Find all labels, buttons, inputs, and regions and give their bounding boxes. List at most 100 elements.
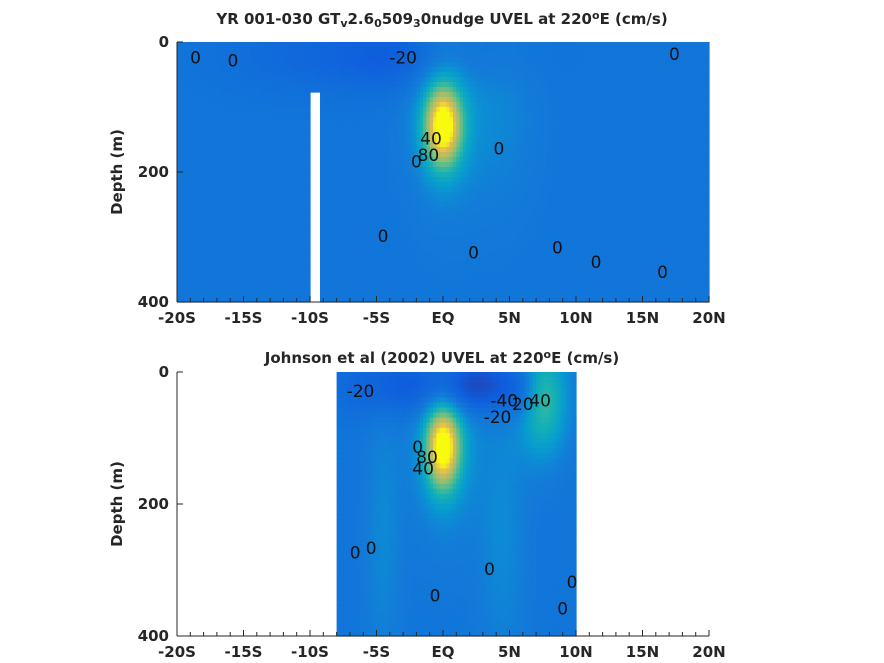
heatmap-cell xyxy=(253,57,258,63)
heatmap-cell xyxy=(230,167,235,173)
heatmap-cell xyxy=(353,137,358,143)
heatmap-cell xyxy=(393,237,398,243)
heatmap-cell xyxy=(439,237,444,243)
heatmap-cell xyxy=(373,297,378,303)
heatmap-cell xyxy=(426,127,431,133)
heatmap-cell xyxy=(356,132,361,138)
heatmap-cell xyxy=(177,72,181,78)
heatmap-cell xyxy=(193,97,198,103)
heatmap-cell xyxy=(319,147,324,153)
heatmap-cell xyxy=(426,157,431,163)
heatmap-cell xyxy=(253,227,258,233)
heatmap-cell xyxy=(436,227,441,233)
heatmap-cell xyxy=(210,162,215,168)
heatmap-cell xyxy=(399,162,404,168)
heatmap-cell xyxy=(260,57,265,63)
heatmap-cell xyxy=(429,147,434,153)
heatmap-cell xyxy=(216,57,221,63)
heatmap-cell xyxy=(346,72,351,78)
heatmap-cell xyxy=(246,137,251,143)
heatmap-cell xyxy=(180,217,185,223)
heatmap-cell xyxy=(369,207,374,213)
heatmap-cell xyxy=(429,247,434,253)
heatmap-cell xyxy=(353,187,358,193)
heatmap-cell xyxy=(363,297,368,303)
heatmap-cell xyxy=(286,152,291,158)
heatmap-cell xyxy=(177,62,181,68)
heatmap-cell xyxy=(429,107,434,113)
heatmap-cell xyxy=(226,277,231,283)
heatmap-cell xyxy=(406,162,411,168)
heatmap-cell xyxy=(396,237,401,243)
heatmap-cell xyxy=(190,257,195,263)
heatmap-cell xyxy=(452,257,457,263)
heatmap-cell xyxy=(260,257,265,263)
heatmap-cell xyxy=(216,287,221,293)
heatmap-cell xyxy=(396,142,401,148)
heatmap-cell xyxy=(373,222,378,228)
heatmap-cell xyxy=(436,67,441,73)
heatmap-cell xyxy=(353,212,358,218)
heatmap-cell xyxy=(180,202,185,208)
heatmap-cell xyxy=(200,42,205,48)
heatmap-cell xyxy=(263,42,268,48)
heatmap-cell xyxy=(293,247,298,253)
heatmap-cell xyxy=(409,217,414,223)
heatmap-cell xyxy=(177,237,181,243)
heatmap-cell xyxy=(446,77,451,83)
heatmap-cell xyxy=(200,272,205,278)
title-part: 0 xyxy=(374,17,382,30)
heatmap-cell xyxy=(333,142,338,148)
heatmap-cell xyxy=(323,57,328,63)
heatmap-cell xyxy=(393,62,398,68)
title-part: 0nudge UVEL at 220 xyxy=(421,10,592,28)
heatmap-cell xyxy=(190,102,195,108)
heatmap-cell xyxy=(190,57,195,63)
heatmap-cell xyxy=(449,102,454,108)
heatmap-cell xyxy=(286,177,291,183)
heatmap-cell xyxy=(376,242,381,248)
heatmap-cell xyxy=(446,222,451,228)
heatmap-cell xyxy=(203,42,208,48)
heatmap-cell xyxy=(177,137,181,143)
heatmap-cell xyxy=(177,282,181,288)
heatmap-cell xyxy=(336,212,341,218)
heatmap-cell xyxy=(452,197,457,203)
heatmap-cell xyxy=(300,187,304,193)
heatmap-cell xyxy=(376,102,381,108)
heatmap-cell xyxy=(323,287,328,293)
heatmap-cell xyxy=(373,122,378,128)
heatmap-cell xyxy=(433,172,437,178)
heatmap-cell xyxy=(419,262,424,268)
heatmap-cell xyxy=(393,147,398,153)
heatmap-cell xyxy=(446,62,451,68)
heatmap-cell xyxy=(273,127,278,133)
heatmap-cell xyxy=(419,212,424,218)
heatmap-cell xyxy=(180,292,185,298)
heatmap-cell xyxy=(260,157,265,163)
heatmap-cell xyxy=(349,122,354,128)
heatmap-cell xyxy=(220,97,225,103)
heatmap-cell xyxy=(286,127,291,133)
heatmap-cell xyxy=(336,192,341,198)
heatmap-cell xyxy=(343,127,348,133)
heatmap-cell xyxy=(190,227,195,233)
heatmap-cell xyxy=(443,172,447,178)
heatmap-cell xyxy=(203,162,208,168)
heatmap-cell xyxy=(433,82,437,88)
heatmap-cell xyxy=(250,152,255,158)
heatmap-cell xyxy=(329,247,334,253)
heatmap-cell xyxy=(186,182,191,188)
heatmap-cell xyxy=(363,72,368,78)
heatmap-cell xyxy=(193,112,198,118)
heatmap-cell xyxy=(193,47,198,53)
heatmap-cell xyxy=(353,147,358,153)
heatmap-cell xyxy=(233,182,238,188)
heatmap-cell xyxy=(193,157,198,163)
heatmap-cell xyxy=(256,212,261,218)
heatmap-cell xyxy=(186,242,191,248)
heatmap-cell xyxy=(213,262,218,268)
heatmap-cell xyxy=(323,137,328,143)
heatmap-cell xyxy=(260,67,265,73)
heatmap-cell xyxy=(339,127,344,133)
